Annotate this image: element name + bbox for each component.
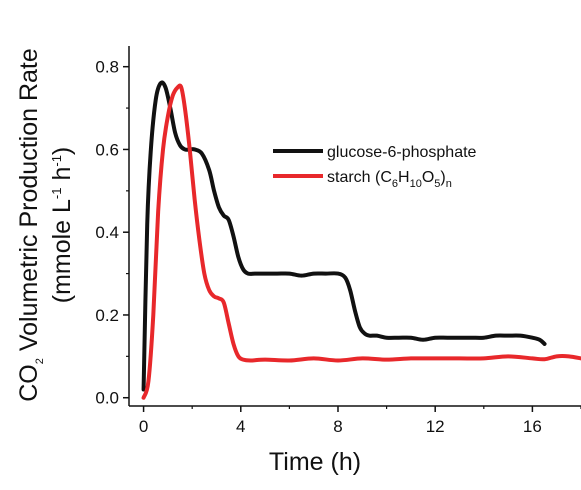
x-tick-label: 12 (426, 417, 445, 436)
x-tick-label: 0 (139, 417, 148, 436)
y-ticks: 0.0 0.2 0.4 0.6 0.8 (95, 58, 129, 408)
x-tick-label: 8 (333, 417, 342, 436)
y-tick-label: 0.0 (95, 389, 119, 408)
series-line-0 (141, 80, 547, 392)
y-tick-label: 0.4 (95, 223, 119, 242)
legend-label-glucose: glucose-6-phosphate (327, 144, 477, 161)
y-axis-title: CO2 Volumetric Production Rate (mmole L-… (15, 48, 76, 402)
x-tick-label: 16 (523, 417, 542, 436)
series-lines (141, 80, 581, 400)
y-axis-title-line2: (mmole L-1 h-1) (48, 147, 76, 304)
y-axis-title-line1: CO2 Volumetric Production Rate (15, 48, 46, 402)
legend-label-starch: starch (C6H10O5)n (327, 169, 452, 190)
y-tick-label: 0.6 (95, 140, 119, 159)
y-tick-label: 0.2 (95, 306, 119, 325)
plot-area: 0 4 8 12 16 0.0 0.2 0.4 0.6 0.8 (95, 46, 581, 436)
x-tick-label: 4 (236, 417, 245, 436)
y-tick-label: 0.8 (95, 58, 119, 77)
x-ticks: 0 4 8 12 16 (139, 406, 581, 436)
legend: glucose-6-phosphate starch (C6H10O5)n (273, 144, 477, 190)
x-axis-title: Time (h) (269, 448, 361, 476)
series-line-1 (141, 83, 581, 400)
